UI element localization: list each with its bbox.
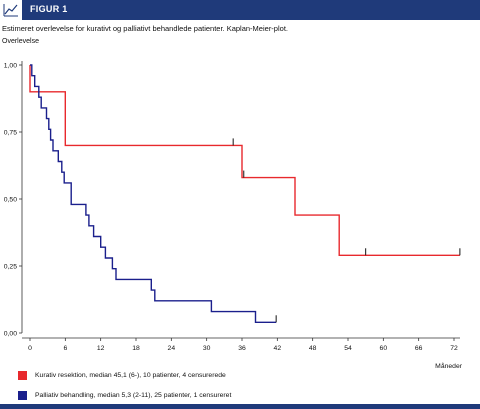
x-tick-label: 60	[380, 345, 388, 352]
figure-header-bar	[0, 0, 480, 20]
line-chart-icon	[0, 0, 23, 20]
legend-swatch-palliativ	[18, 390, 27, 400]
x-tick-label: 30	[203, 345, 211, 352]
y-tick-label: 0,75	[4, 130, 17, 137]
chart-axes: 0,00 0,25 0,50 0,75 1,00 0 6 12 18 24 30 36 42 48 54 60…	[4, 61, 460, 352]
x-tick-label: 48	[309, 345, 317, 352]
legend-item-palliativ: Palliativ behandling, median 5,3 (2-11),…	[18, 389, 231, 401]
series-layer	[29, 64, 460, 323]
y-axis-label: Overlevelse	[2, 38, 39, 45]
series-line-0	[29, 65, 460, 257]
y-tick-label: 0,00	[4, 331, 17, 338]
x-tick-label: 66	[415, 345, 423, 352]
x-tick-label: 24	[168, 345, 176, 352]
censor-marks-layer	[232, 138, 461, 323]
figure-title: FIGUR 1	[30, 4, 68, 14]
y-tick-label: 0,25	[4, 264, 17, 271]
x-tick-label: 18	[132, 345, 140, 352]
x-tick-label: 0	[28, 345, 32, 352]
figure-bottom-rule	[0, 404, 480, 409]
figure-caption: Estimeret overlevelse for kurativt og pa…	[2, 24, 288, 33]
y-tick-label: 0,50	[4, 197, 17, 204]
x-tick-label: 72	[450, 345, 458, 352]
legend-label-kurativ: Kurativ resektion, median 45,1 (6-), 10 …	[35, 371, 226, 379]
x-tick-label: 54	[344, 345, 352, 352]
x-tick-label: 12	[97, 345, 105, 352]
x-tick-label: 36	[238, 345, 246, 352]
legend-swatch-kurativ	[18, 370, 27, 380]
legend-item-kurativ: Kurativ resektion, median 45,1 (6-), 10 …	[18, 369, 226, 381]
x-axis-label: Måneder	[435, 362, 463, 370]
y-tick-label: 1,00	[4, 63, 17, 70]
legend-label-palliativ: Palliativ behandling, median 5,3 (2-11),…	[35, 391, 232, 399]
series-line-1	[30, 64, 277, 323]
x-tick-label: 42	[274, 345, 282, 352]
x-tick-label: 6	[63, 345, 67, 352]
